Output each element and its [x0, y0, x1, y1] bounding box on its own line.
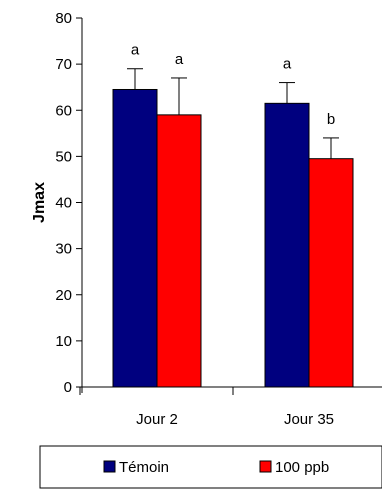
legend-label: Témoin: [119, 459, 169, 476]
y-tick-label: 80: [55, 10, 72, 27]
bar-temoin-1: [112, 88, 158, 388]
labels: 0 10 20 30 40 50 60 70 80 Jmax a a Jour 2 a b Jour 35: [31, 10, 335, 428]
y-tick-label: 0: [64, 379, 72, 396]
y-axis-label: Jmax: [31, 182, 48, 223]
bar-temoin-2: [264, 102, 310, 388]
y-tick-label: 70: [55, 56, 72, 73]
legend-box: [39, 445, 382, 489]
y-tick-label: 60: [55, 102, 72, 119]
significance-letter: a: [131, 42, 140, 59]
y-tick-label: 50: [55, 148, 72, 165]
y-tick-label: 20: [55, 287, 72, 304]
x-tick-label: Jour 35: [284, 411, 334, 428]
bar-100ppb-1: [156, 114, 202, 388]
legend-label: 100 ppb: [275, 459, 329, 476]
y-tick-label: 40: [55, 195, 72, 212]
significance-letter: a: [175, 51, 184, 68]
bars: [112, 68, 354, 388]
legend-swatch: [259, 460, 272, 473]
y-tick-label: 30: [55, 241, 72, 258]
bar-100ppb-2: [308, 158, 354, 388]
y-tick-label: 10: [55, 333, 72, 350]
legend: Témoin 100 ppb: [39, 445, 382, 489]
significance-letter: a: [283, 56, 292, 73]
x-tick-label: Jour 2: [136, 411, 178, 428]
legend-swatch: [103, 460, 116, 473]
significance-letter: b: [327, 111, 335, 128]
